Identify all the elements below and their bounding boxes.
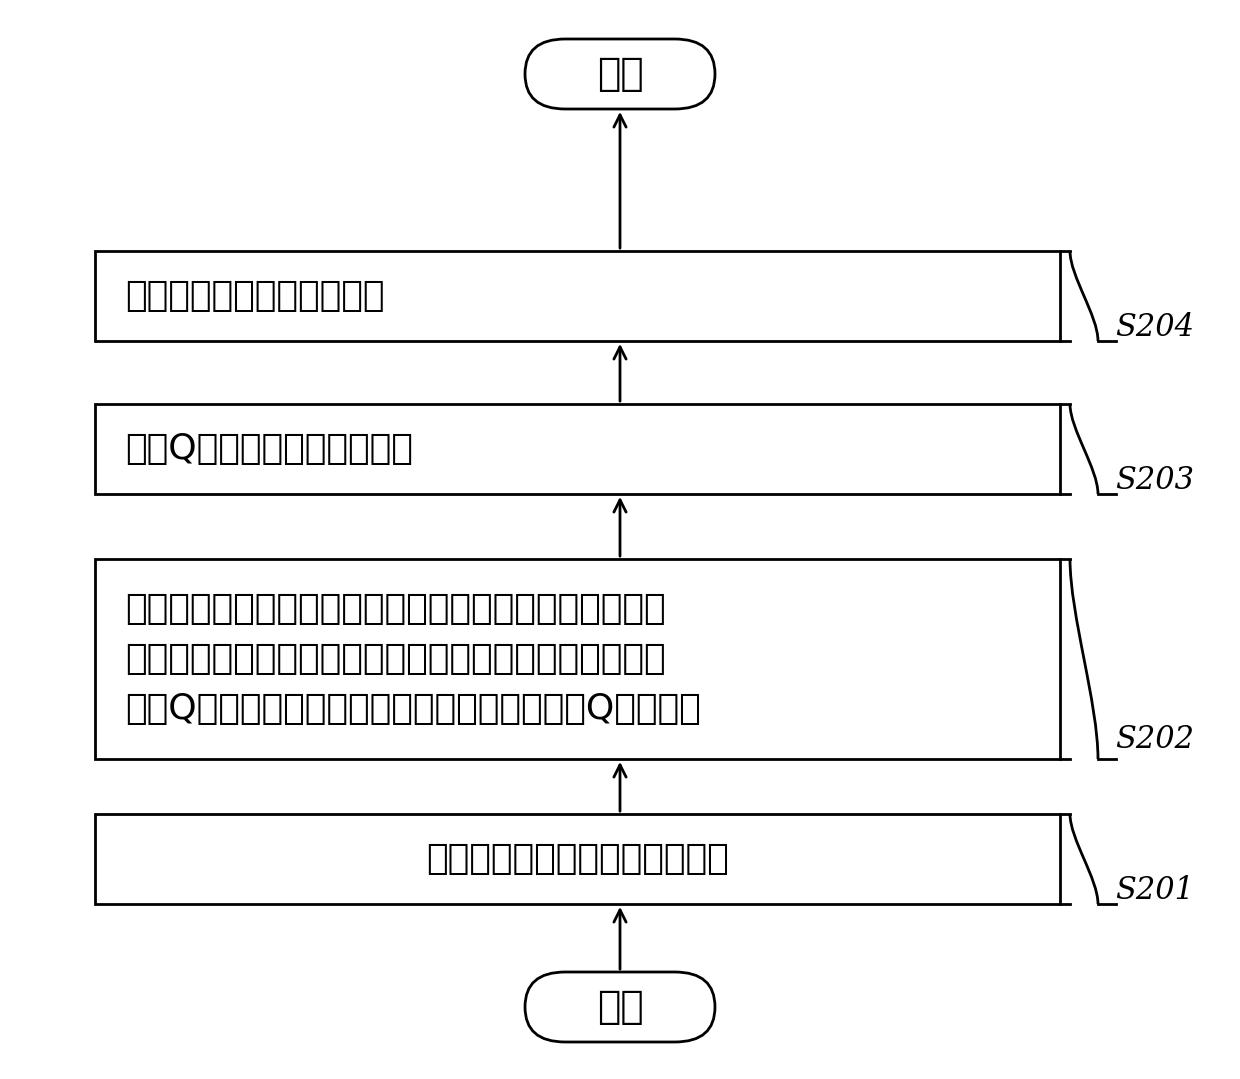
Text: 以该传输功率进行信息传输: 以该传输功率进行信息传输	[125, 279, 384, 313]
FancyBboxPatch shape	[95, 559, 1060, 759]
FancyBboxPatch shape	[525, 972, 715, 1042]
Text: S204: S204	[1115, 312, 1194, 343]
Text: 结束: 结束	[596, 55, 644, 93]
Text: 应用Q学习模型确定传输功率: 应用Q学习模型确定传输功率	[125, 432, 413, 466]
Text: S203: S203	[1115, 465, 1194, 496]
FancyBboxPatch shape	[95, 814, 1060, 904]
Text: S202: S202	[1115, 724, 1194, 754]
FancyBboxPatch shape	[525, 39, 715, 109]
Text: S201: S201	[1115, 875, 1194, 906]
Text: 接收各传感节点感知的环境信息: 接收各传感节点感知的环境信息	[427, 842, 729, 876]
FancyBboxPatch shape	[95, 251, 1060, 341]
Text: 开始: 开始	[596, 988, 644, 1026]
FancyBboxPatch shape	[95, 404, 1060, 494]
Text: 基于各传感节点间的物理关系网络和通信数据建立各传感
节点间的社会关系网络，并基于环境信息和社会关系网络
训练Q学习网络探索最优发射功率的能力，建立Q学习模型: 基于各传感节点间的物理关系网络和通信数据建立各传感 节点间的社会关系网络，并基于…	[125, 591, 701, 726]
